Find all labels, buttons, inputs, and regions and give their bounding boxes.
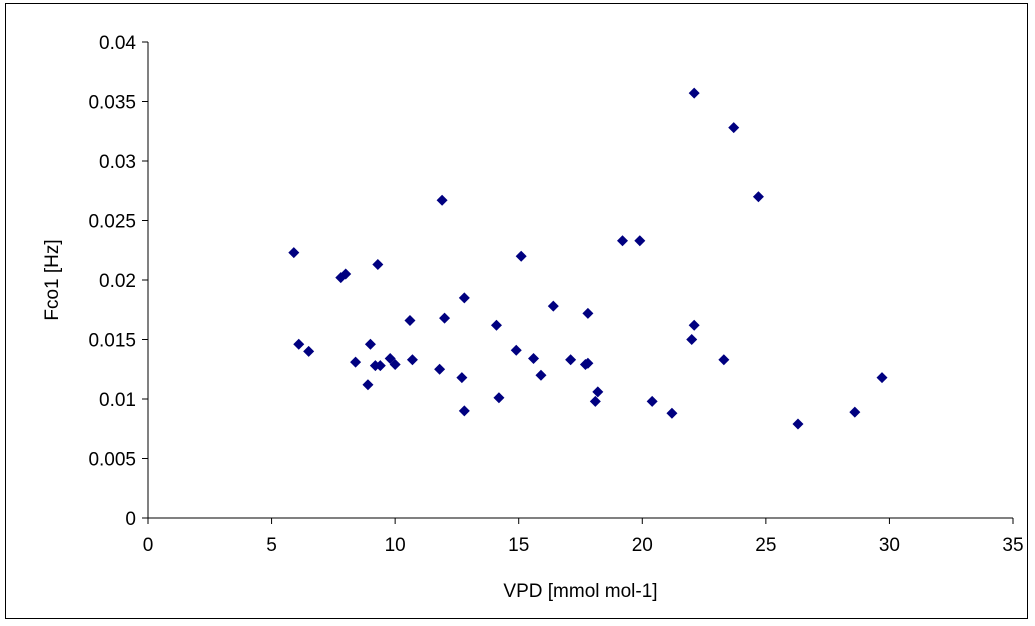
y-tick-label: 0: [125, 509, 136, 530]
data-point: [303, 345, 315, 357]
data-point: [547, 300, 559, 312]
data-point: [582, 307, 594, 319]
data-point: [389, 358, 401, 370]
data-point: [718, 354, 730, 366]
x-tick-label: 20: [632, 535, 653, 556]
x-tick-label: 35: [1002, 535, 1023, 556]
data-point: [490, 319, 502, 331]
x-tick-label: 5: [266, 535, 277, 556]
data-point: [406, 354, 418, 366]
x-axis-title: VPD [mmol mol-1]: [503, 581, 657, 602]
y-tick-label: 0.04: [99, 33, 136, 54]
data-point: [372, 259, 384, 271]
y-tick-label: 0.035: [88, 93, 136, 114]
data-point: [582, 357, 594, 369]
data-point: [686, 334, 698, 345]
data-point: [646, 395, 658, 407]
y-tick-label: 0.03: [99, 152, 136, 173]
chart-frame: 0 0.005 0.01 0.015 0.02 0.025 0.03 0.035 0.04 0 5…: [5, 3, 1028, 619]
x-tick-label: 30: [879, 535, 900, 556]
y-axis-title: Fco1 [Hz]: [42, 239, 63, 320]
x-tick-labels: 0 5 10 15 20 25 30 35: [143, 535, 1024, 556]
data-point: [752, 191, 764, 203]
x-tick-label: 25: [755, 535, 776, 556]
data-point: [362, 379, 374, 391]
data-point: [617, 235, 629, 247]
data-point: [293, 338, 305, 350]
data-point: [458, 292, 470, 304]
y-tick-label: 0.025: [88, 212, 136, 233]
data-point: [493, 392, 505, 404]
data-point: [439, 312, 451, 324]
y-tick-label: 0.02: [99, 271, 136, 292]
data-point: [666, 407, 678, 419]
data-point: [565, 354, 577, 366]
data-point: [688, 87, 700, 99]
data-point: [456, 372, 468, 384]
y-tick-label: 0.015: [88, 331, 136, 352]
data-point: [434, 363, 446, 375]
chart-axes: [142, 41, 1014, 524]
data-point: [592, 386, 604, 398]
data-point: [350, 356, 362, 368]
data-point: [728, 122, 740, 134]
data-point: [528, 353, 540, 365]
data-point: [404, 314, 416, 326]
y-tick-labels: 0 0.005 0.01 0.015 0.02 0.025 0.03 0.035 0.04: [88, 33, 136, 530]
data-point: [436, 194, 448, 206]
data-point: [458, 405, 470, 417]
data-point: [535, 369, 547, 381]
y-tick-label: 0.01: [99, 390, 136, 411]
data-point: [849, 406, 861, 418]
x-tick-label: 15: [508, 535, 529, 556]
data-point: [374, 360, 386, 372]
data-point: [340, 268, 352, 280]
x-tick-label: 10: [385, 535, 406, 556]
data-point: [364, 338, 376, 350]
data-point: [589, 395, 601, 407]
data-point: [876, 372, 888, 384]
data-point: [634, 235, 646, 247]
data-points: [288, 87, 888, 430]
scatter-chart: 0 0.005 0.01 0.015 0.02 0.025 0.03 0.035 0.04 0 5…: [42, 33, 1024, 602]
data-point: [515, 250, 527, 262]
data-point: [688, 319, 700, 331]
x-tick-label: 0: [143, 535, 154, 556]
data-point: [792, 418, 804, 430]
data-point: [288, 247, 300, 259]
data-point: [510, 344, 522, 356]
y-tick-label: 0.005: [88, 450, 136, 471]
